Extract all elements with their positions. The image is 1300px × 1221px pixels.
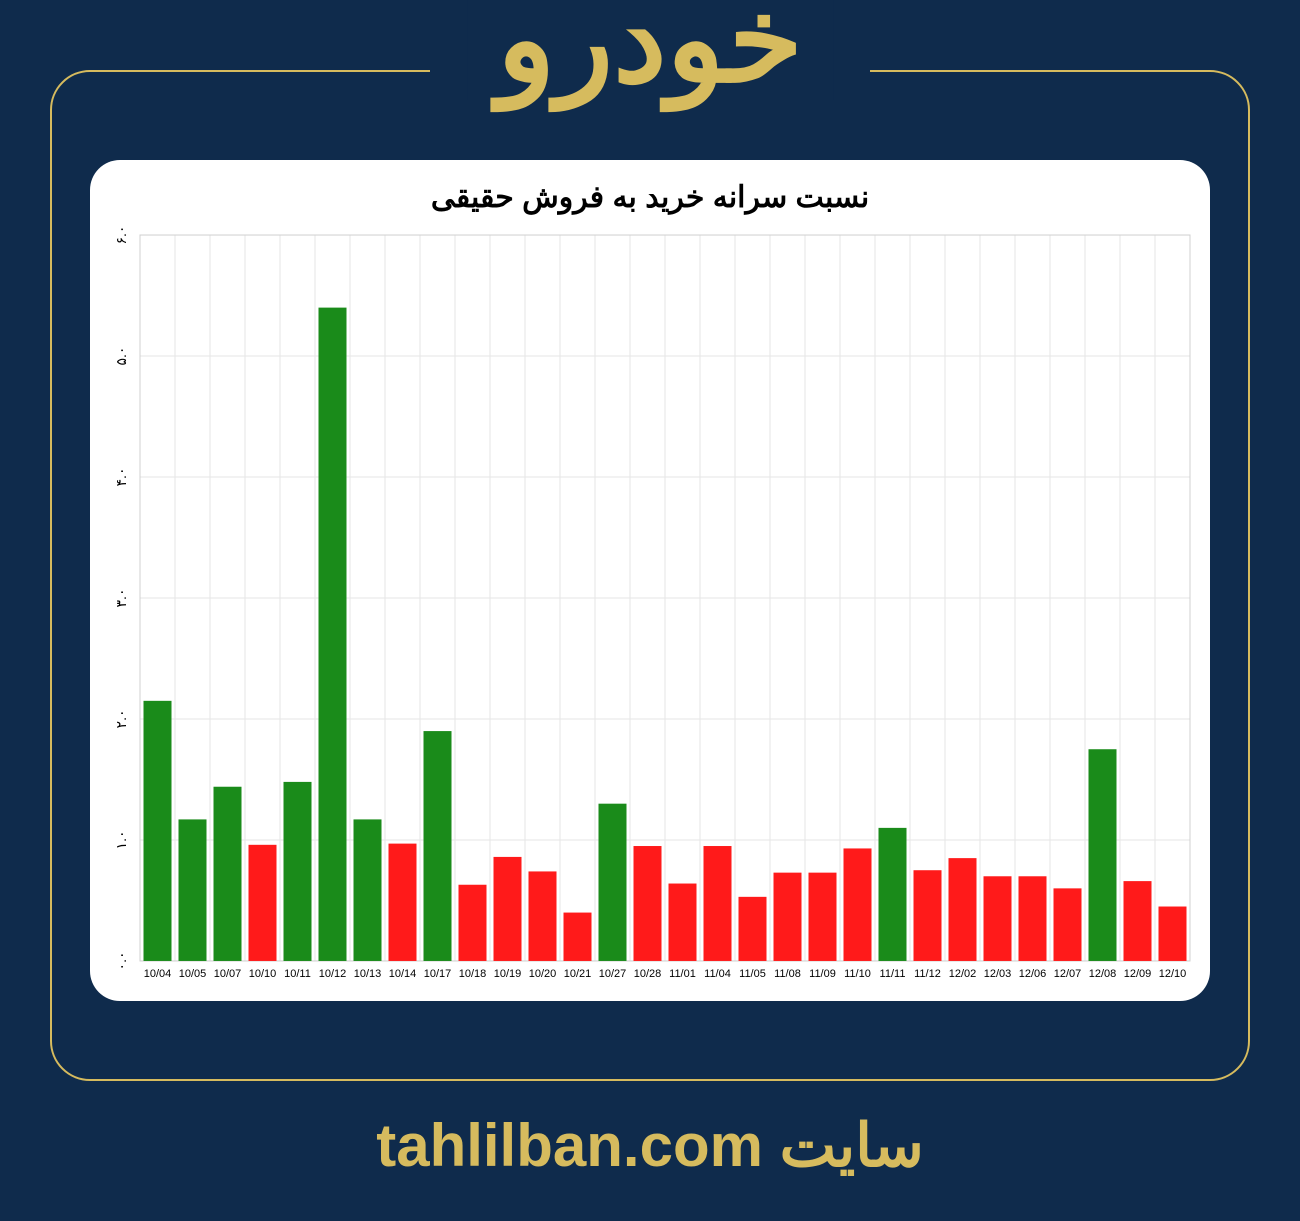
- svg-text:10/11: 10/11: [284, 968, 311, 980]
- svg-text:۵.۰: ۵.۰: [113, 347, 129, 366]
- svg-text:10/13: 10/13: [354, 968, 382, 980]
- bar: [914, 870, 942, 961]
- svg-text:11/12: 11/12: [914, 968, 941, 980]
- svg-text:10/19: 10/19: [494, 968, 522, 980]
- bar: [424, 731, 452, 961]
- bar: [1089, 749, 1117, 961]
- bar: [704, 846, 732, 961]
- svg-text:11/09: 11/09: [809, 968, 836, 980]
- svg-text:10/27: 10/27: [599, 968, 627, 980]
- bar: [564, 913, 592, 961]
- svg-text:11/08: 11/08: [774, 968, 801, 980]
- bar: [179, 819, 207, 961]
- svg-text:۱.۰: ۱.۰: [113, 830, 129, 849]
- bar: [494, 857, 522, 961]
- bar: [1159, 907, 1187, 961]
- bar: [284, 782, 312, 961]
- svg-text:11/11: 11/11: [880, 968, 906, 980]
- bar: [844, 848, 872, 961]
- bar: [1124, 881, 1152, 961]
- svg-text:11/10: 11/10: [844, 968, 871, 980]
- svg-text:10/17: 10/17: [424, 968, 452, 980]
- svg-text:12/02: 12/02: [949, 968, 977, 980]
- svg-text:۶.۰: ۶.۰: [113, 226, 129, 245]
- bar: [1054, 888, 1082, 961]
- svg-text:۴.۰: ۴.۰: [113, 468, 129, 487]
- bar: [634, 846, 662, 961]
- svg-text:10/14: 10/14: [389, 968, 417, 980]
- bar: [389, 844, 417, 961]
- chart-card: نسبت سرانه خرید به فروش حقیقی ۰.۰ ۱.۰ ۲.۰ ۳…: [90, 160, 1210, 1001]
- svg-text:12/10: 12/10: [1159, 968, 1187, 980]
- svg-text:12/08: 12/08: [1089, 968, 1117, 980]
- bar: [599, 804, 627, 961]
- svg-text:10/28: 10/28: [634, 968, 662, 980]
- bar: [459, 885, 487, 961]
- footer-text: سایت tahlilban.com: [0, 1111, 1300, 1181]
- svg-text:11/04: 11/04: [704, 968, 731, 980]
- svg-text:11/05: 11/05: [739, 968, 766, 980]
- svg-text:10/21: 10/21: [564, 968, 592, 980]
- svg-text:10/20: 10/20: [529, 968, 557, 980]
- bar: [809, 873, 837, 961]
- svg-text:10/04: 10/04: [144, 968, 172, 980]
- svg-text:12/09: 12/09: [1124, 968, 1152, 980]
- svg-text:12/03: 12/03: [984, 968, 1012, 980]
- svg-text:12/06: 12/06: [1019, 968, 1047, 980]
- bar: [669, 884, 697, 961]
- page-title: خودرو: [467, 0, 833, 100]
- svg-text:10/07: 10/07: [214, 968, 242, 980]
- bar: [144, 701, 172, 961]
- bar: [739, 897, 767, 961]
- bar: [774, 873, 802, 961]
- chart-title: نسبت سرانه خرید به فروش حقیقی: [100, 180, 1200, 215]
- bar: [249, 845, 277, 961]
- svg-text:10/10: 10/10: [249, 968, 277, 980]
- svg-text:10/12: 10/12: [319, 968, 347, 980]
- bar: [214, 787, 242, 961]
- bar: [984, 876, 1012, 961]
- bar: [529, 871, 557, 961]
- bar: [319, 308, 347, 961]
- svg-text:۲.۰: ۲.۰: [113, 710, 129, 729]
- bar: [949, 858, 977, 961]
- svg-text:10/05: 10/05: [179, 968, 207, 980]
- svg-text:10/18: 10/18: [459, 968, 487, 980]
- bar: [354, 819, 382, 961]
- bar: [1019, 876, 1047, 961]
- bar: [879, 828, 907, 961]
- svg-text:12/07: 12/07: [1054, 968, 1082, 980]
- bar-chart: ۰.۰ ۱.۰ ۲.۰ ۳.۰ ۴.۰ ۵.۰ ۶.۰ 10/04 10/05 10/07 10/1…: [100, 225, 1200, 986]
- svg-text:۰.۰: ۰.۰: [113, 951, 129, 970]
- svg-text:11/01: 11/01: [669, 968, 696, 980]
- svg-text:۳.۰: ۳.۰: [113, 589, 129, 608]
